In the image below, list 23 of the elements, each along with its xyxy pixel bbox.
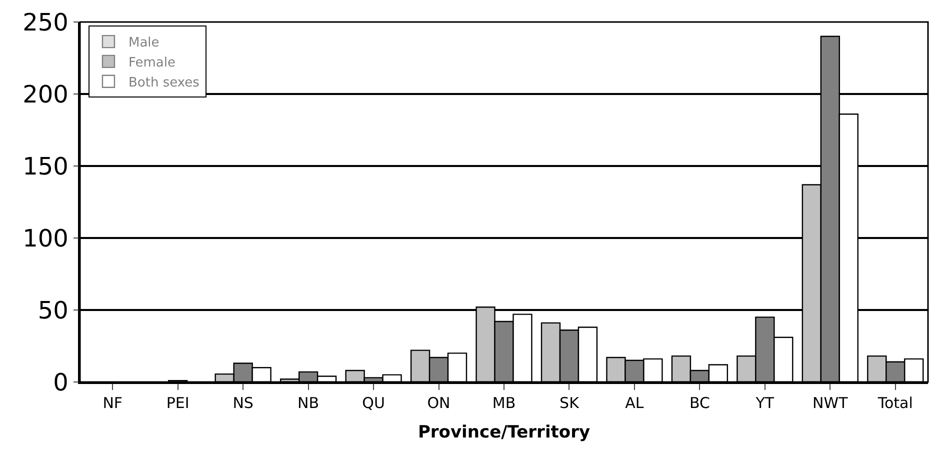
x-tick-label: BC xyxy=(689,394,710,412)
y-tick-label: 100 xyxy=(22,224,68,252)
x-tick-label: QU xyxy=(362,394,385,412)
y-tick-label: 200 xyxy=(22,80,68,108)
x-tick-label: NS xyxy=(232,394,254,412)
legend-label: Male xyxy=(128,36,160,51)
y-tick-label: 250 xyxy=(22,8,68,36)
x-tick-label: NB xyxy=(298,394,320,412)
y-tick-label: 150 xyxy=(22,152,68,180)
x-tick-label: NF xyxy=(102,394,123,412)
x-tick-label: MB xyxy=(492,394,516,412)
y-tick-label: 0 xyxy=(53,368,68,396)
x-tick-label: YT xyxy=(754,394,775,412)
x-tick-label: SK xyxy=(560,394,580,412)
x-tick-label: Total xyxy=(876,394,913,412)
y-tick-label: 50 xyxy=(38,296,68,324)
x-tick-label: ON xyxy=(427,394,450,412)
x-tick-label: NWT xyxy=(812,394,849,412)
x-tick-label: PEI xyxy=(166,394,190,412)
legend-label: Female xyxy=(128,56,176,71)
x-tick-label: AL xyxy=(625,394,644,412)
legend-label: Both sexes xyxy=(128,75,200,90)
x-axis-title: Province/Territory xyxy=(418,422,590,443)
